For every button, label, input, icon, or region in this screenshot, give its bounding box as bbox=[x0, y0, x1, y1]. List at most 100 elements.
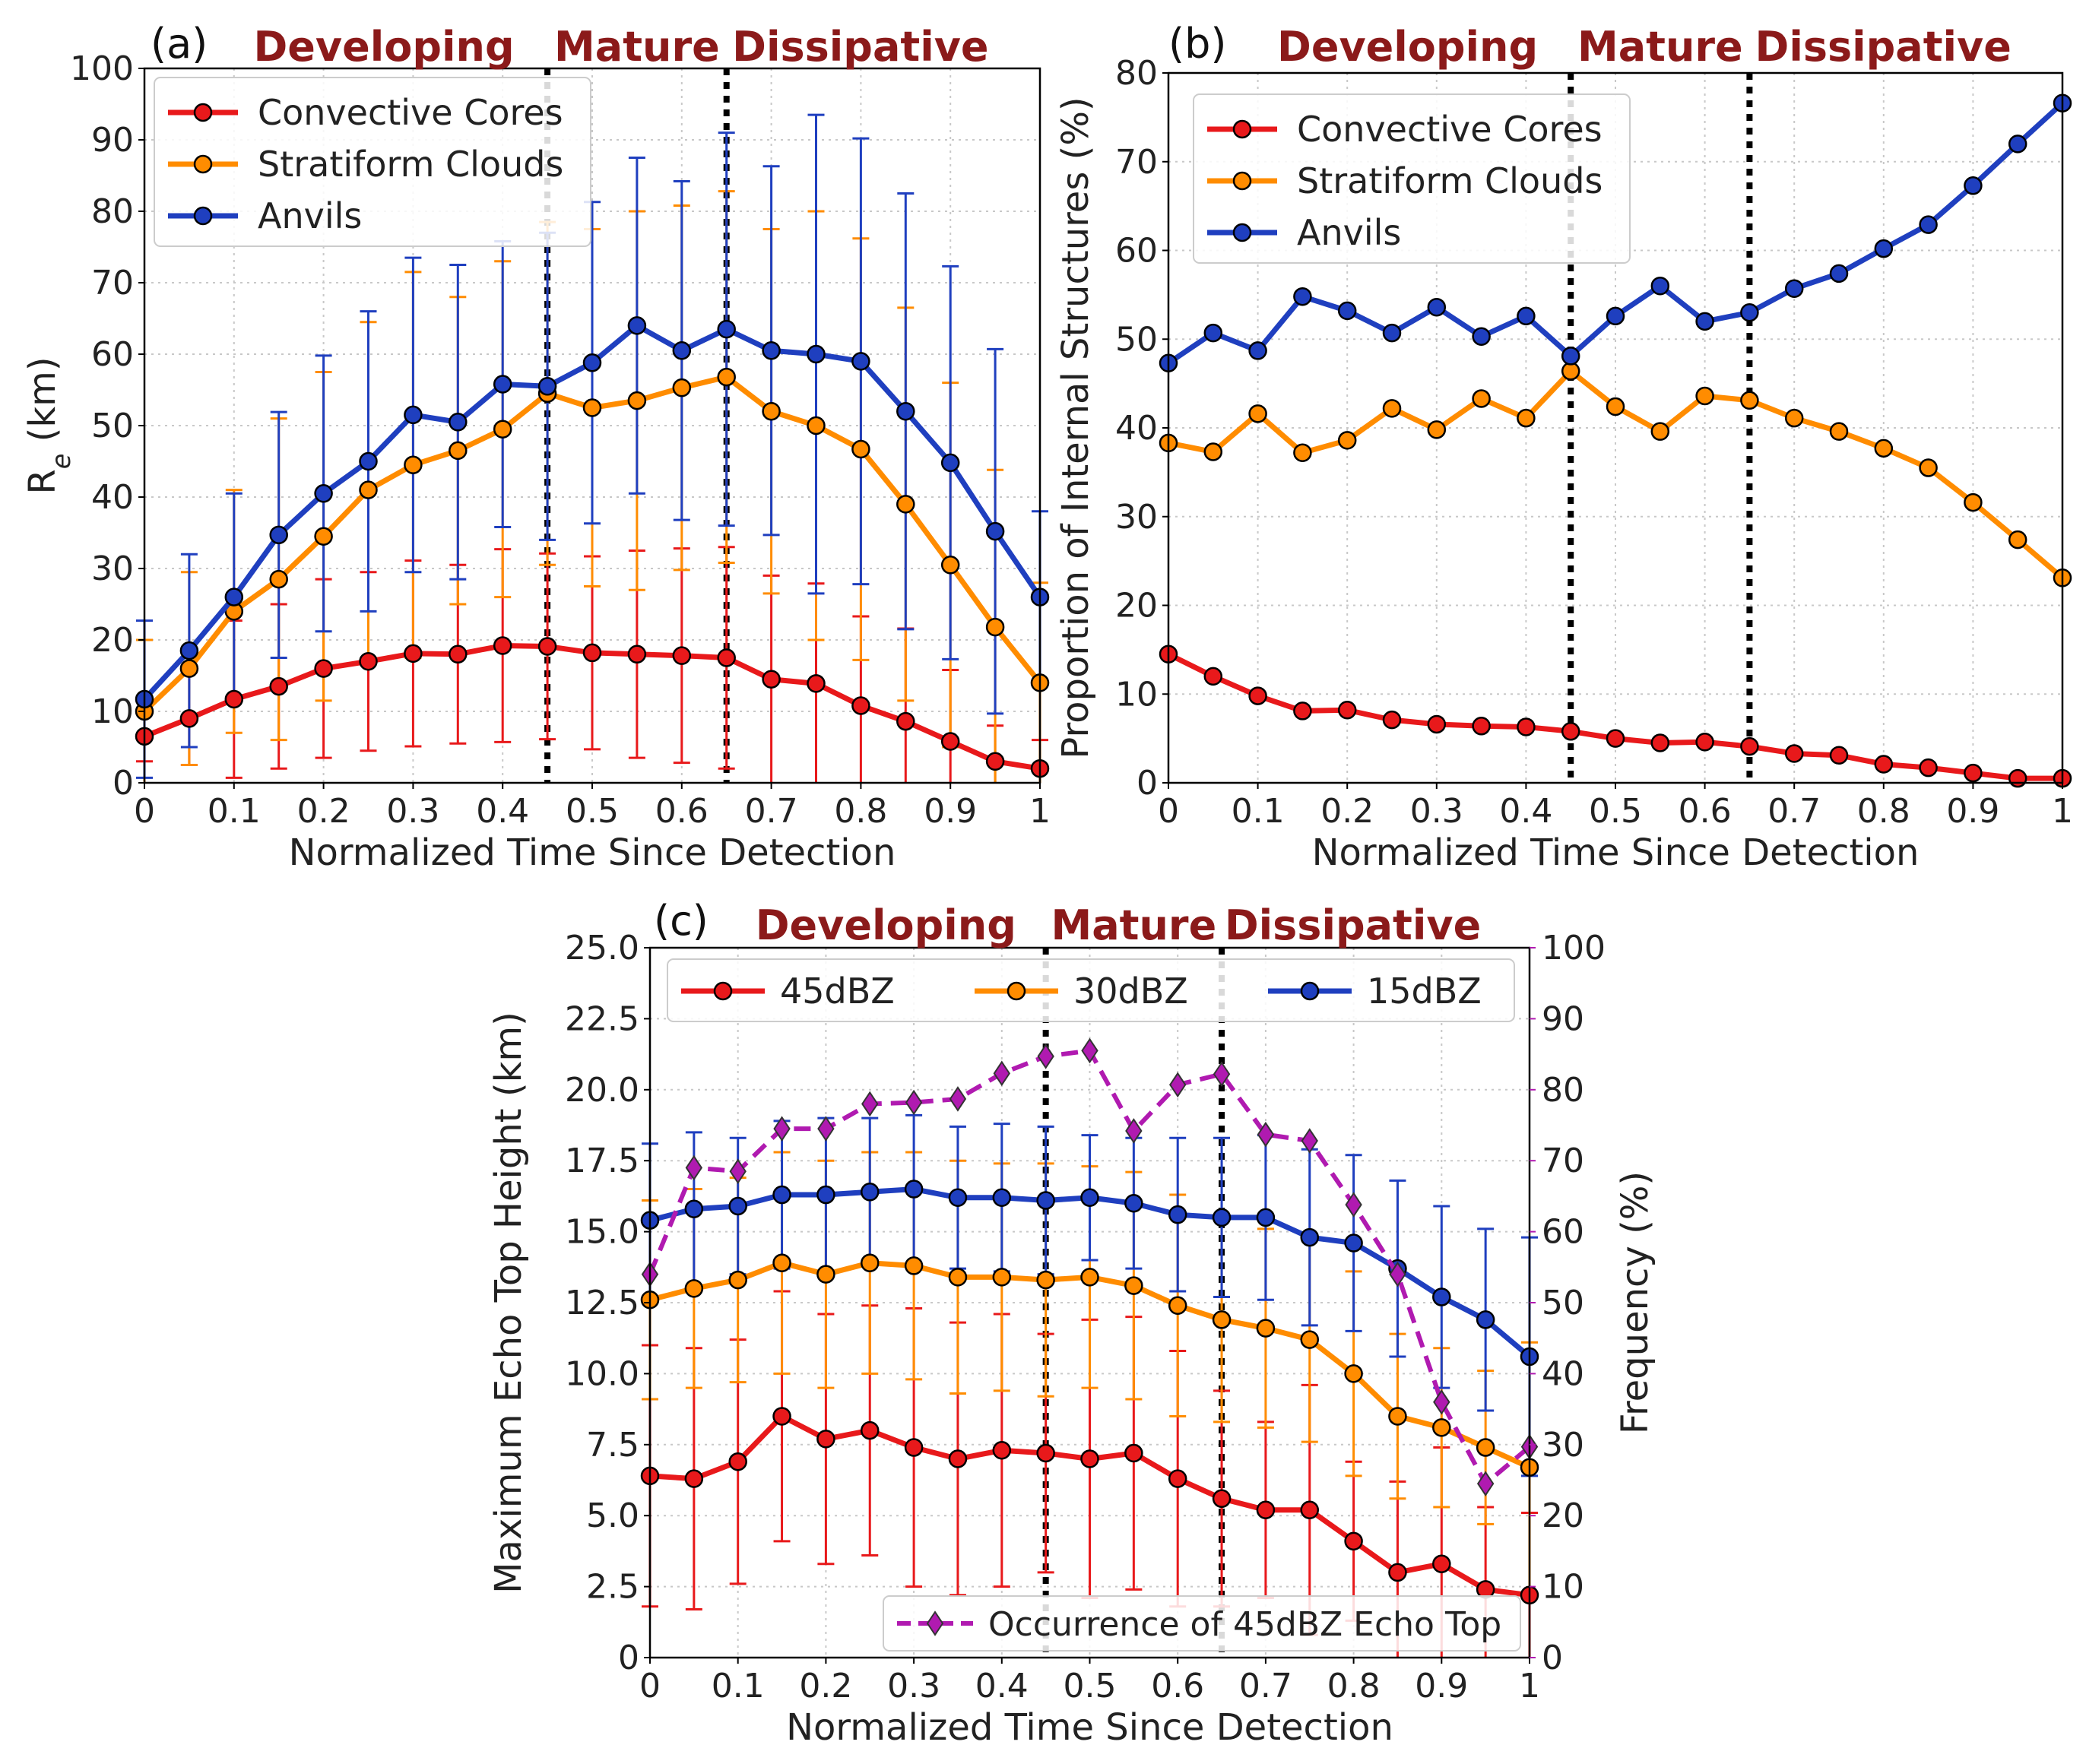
secondary-point bbox=[1168, 1072, 1187, 1098]
y-tick-label: 15.0 bbox=[565, 1213, 639, 1252]
panel-label: (c) bbox=[654, 897, 709, 945]
data-point-anvils bbox=[224, 587, 244, 606]
x-tick-label: 0.3 bbox=[386, 792, 439, 831]
data-point-anvils bbox=[1248, 341, 1267, 360]
data-point-convective-cores bbox=[179, 709, 199, 728]
stage-label: Developing bbox=[253, 23, 514, 71]
data-point-stratiform-clouds bbox=[851, 439, 870, 459]
data-point-convective-cores bbox=[1427, 714, 1447, 734]
legend-marker bbox=[1232, 223, 1252, 242]
data-point-convective-cores bbox=[627, 644, 647, 664]
data-point-convective-cores bbox=[224, 689, 244, 709]
y-tick-label: 40 bbox=[1115, 409, 1158, 448]
legend-marker bbox=[1300, 981, 1320, 1001]
data-point-30dbz bbox=[772, 1253, 791, 1272]
y-tick-label: 60 bbox=[1115, 232, 1158, 271]
x-tick-label: 0.9 bbox=[924, 792, 977, 831]
secondary-point bbox=[1257, 1121, 1275, 1148]
stage-label: Dissipative bbox=[1755, 23, 2012, 71]
data-point-stratiform-clouds bbox=[762, 401, 781, 421]
data-point-45dbz bbox=[1036, 1443, 1055, 1463]
data-point-30dbz bbox=[1168, 1296, 1187, 1315]
data-point-45dbz bbox=[1212, 1489, 1232, 1509]
secondary-point bbox=[1301, 1128, 1318, 1154]
secondary-point bbox=[773, 1116, 791, 1142]
data-point-30dbz bbox=[1124, 1276, 1143, 1295]
y-tick-label: 30 bbox=[91, 549, 134, 588]
stage-label: Mature bbox=[554, 23, 720, 71]
y-right-tick-label: 60 bbox=[1542, 1213, 1584, 1252]
data-point-anvils bbox=[404, 405, 423, 425]
y-right-tick-label: 90 bbox=[1542, 999, 1584, 1038]
data-point-anvils bbox=[1874, 239, 1894, 258]
x-tick-label: 0.8 bbox=[1857, 792, 1910, 831]
data-point-stratiform-clouds bbox=[717, 367, 736, 387]
legend-label: 15dBZ bbox=[1367, 971, 1482, 1012]
legend-marker bbox=[193, 154, 213, 174]
data-point-stratiform-clouds bbox=[1248, 404, 1267, 423]
data-point-convective-cores bbox=[985, 752, 1005, 771]
legend-label: Anvils bbox=[1297, 212, 1401, 253]
y-tick-label: 12.5 bbox=[565, 1284, 639, 1322]
data-point-anvils bbox=[359, 451, 378, 471]
x-axis-label: Normalized Time Since Detection bbox=[289, 831, 896, 874]
y-tick-label: 22.5 bbox=[565, 999, 639, 1038]
data-point-stratiform-clouds bbox=[1517, 408, 1536, 428]
legend-label: Convective Cores bbox=[1297, 109, 1603, 150]
legend-label: Convective Cores bbox=[258, 92, 563, 133]
data-point-stratiform-clouds bbox=[1919, 458, 1938, 477]
data-point-anvils bbox=[269, 525, 288, 545]
data-point-15dbz bbox=[1344, 1234, 1363, 1253]
data-point-30dbz bbox=[1344, 1364, 1363, 1383]
stage-label: Developing bbox=[756, 901, 1016, 949]
panel-0: 0 0.1 0.2 0.3 0.4 0.5 0.6 0.7 0.8 0.9 101020304050… bbox=[21, 20, 1051, 874]
secondary-point bbox=[993, 1060, 1011, 1087]
legend-marker bbox=[1232, 119, 1252, 139]
x-tick-label: 0.8 bbox=[834, 792, 887, 831]
data-point-convective-cores bbox=[1561, 722, 1580, 741]
data-point-anvils bbox=[1337, 301, 1357, 321]
data-point-anvils bbox=[1427, 297, 1447, 317]
data-point-30dbz bbox=[1476, 1438, 1495, 1457]
y-tick-label: 40 bbox=[91, 478, 134, 517]
data-point-anvils bbox=[1919, 215, 1938, 234]
data-point-15dbz bbox=[992, 1188, 1012, 1208]
data-point-stratiform-clouds bbox=[493, 420, 512, 439]
data-point-45dbz bbox=[948, 1449, 968, 1468]
y-tick-label: 60 bbox=[91, 335, 134, 374]
y-axis-label: Proportion of Internal Structures (%) bbox=[1054, 97, 1097, 758]
legend-secondary: Occurrence of 45dBZ Echo Top bbox=[883, 1595, 1521, 1652]
data-point-anvils bbox=[1561, 347, 1580, 366]
data-point-30dbz bbox=[948, 1268, 968, 1287]
legend-box bbox=[154, 77, 591, 247]
y-tick-label: 80 bbox=[1115, 54, 1158, 93]
y-tick-label: 7.5 bbox=[586, 1426, 639, 1465]
data-point-convective-cores bbox=[672, 646, 692, 665]
data-point-convective-cores bbox=[851, 696, 870, 715]
data-point-convective-cores bbox=[1472, 717, 1491, 736]
data-point-15dbz bbox=[1256, 1208, 1276, 1227]
data-point-convective-cores bbox=[582, 643, 602, 663]
secondary-point bbox=[1213, 1061, 1231, 1088]
x-tick-label: 0.3 bbox=[887, 1667, 940, 1705]
data-point-stratiform-clouds bbox=[672, 378, 692, 397]
x-axis-label: Normalized Time Since Detection bbox=[786, 1706, 1393, 1749]
panel-label: (a) bbox=[151, 20, 208, 68]
data-point-stratiform-clouds bbox=[1472, 389, 1491, 408]
data-point-convective-cores bbox=[1695, 733, 1714, 752]
data-point-stratiform-clouds bbox=[269, 569, 288, 589]
y-axis-label-sub: e bbox=[46, 454, 76, 470]
x-tick-label: 0.6 bbox=[1151, 1667, 1204, 1705]
stage-label: Dissipative bbox=[732, 23, 988, 71]
data-point-30dbz bbox=[1388, 1407, 1407, 1426]
data-point-stratiform-clouds bbox=[1695, 386, 1714, 406]
data-point-convective-cores bbox=[404, 644, 423, 663]
y-axis-label: Re (km) bbox=[21, 356, 76, 494]
y-tick-label: 20 bbox=[1115, 587, 1158, 625]
data-point-30dbz bbox=[861, 1253, 880, 1272]
x-tick-label: 0.1 bbox=[208, 792, 261, 831]
data-point-15dbz bbox=[1124, 1193, 1143, 1213]
data-point-45dbz bbox=[1432, 1554, 1451, 1573]
secondary-point bbox=[1345, 1192, 1362, 1218]
data-point-stratiform-clouds bbox=[1203, 442, 1223, 461]
